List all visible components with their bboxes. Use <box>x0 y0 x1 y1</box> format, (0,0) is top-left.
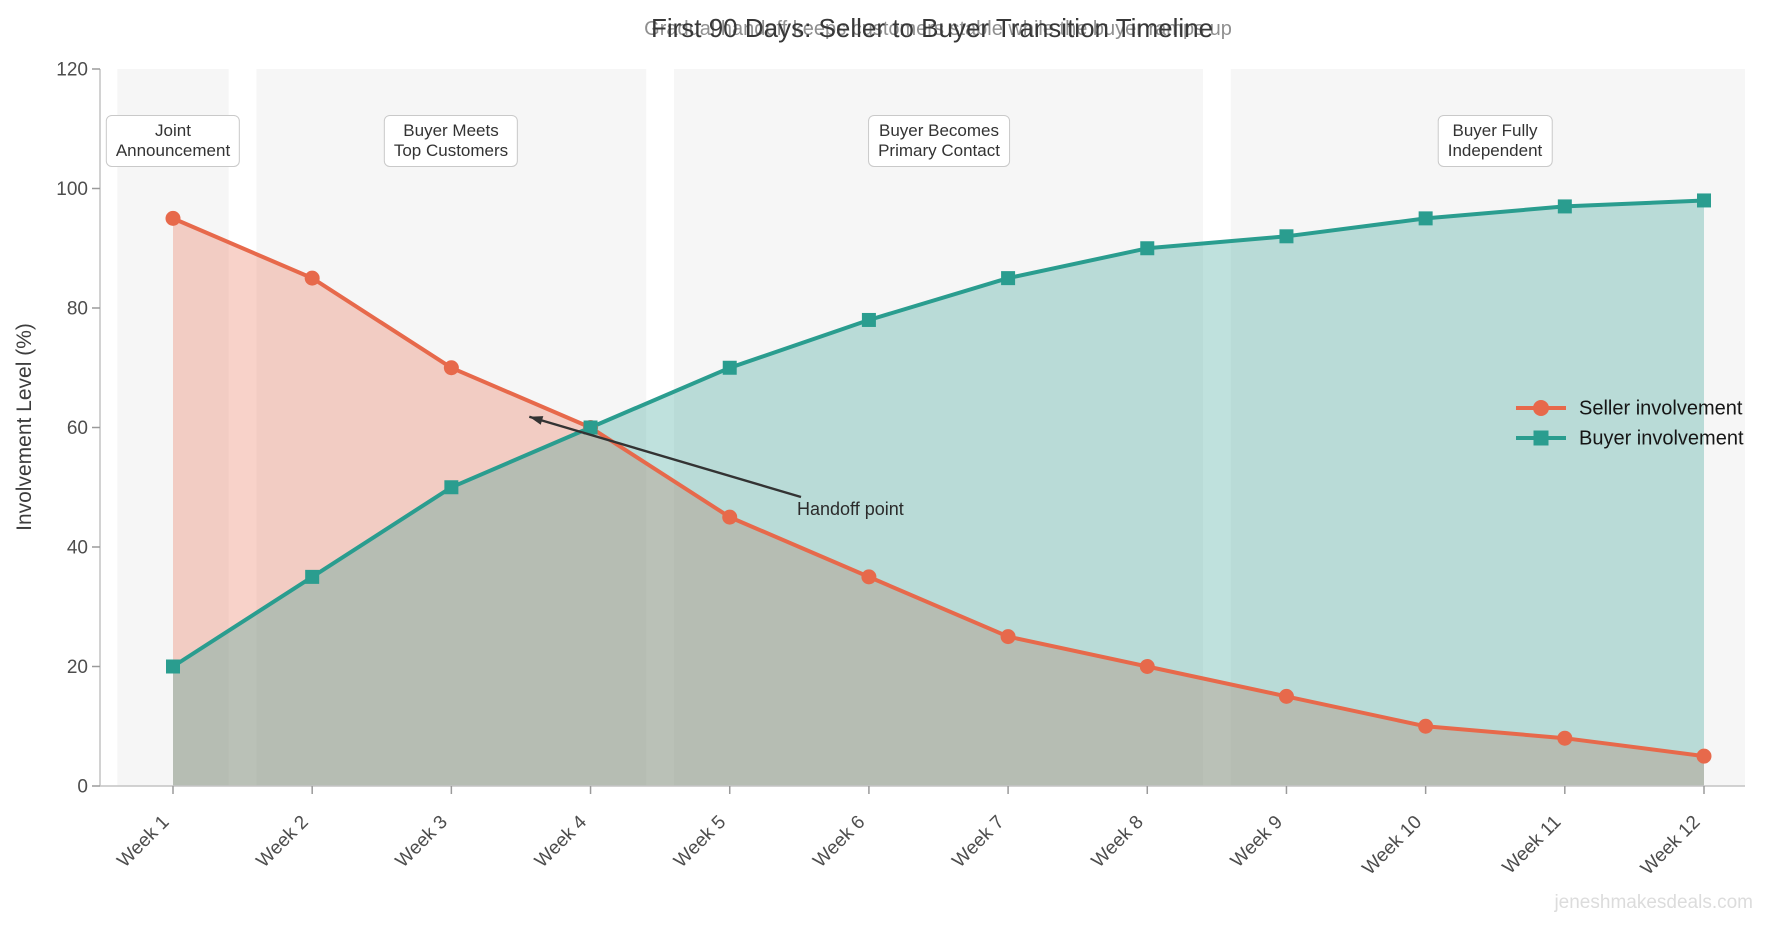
handoff-arrow-head <box>529 416 544 425</box>
buyer-point-marker <box>1279 229 1294 244</box>
seller-point-marker <box>1418 718 1434 734</box>
x-tick-label: Week 10 <box>1359 812 1427 880</box>
y-axis-label: Involvement Level (%) <box>13 323 36 531</box>
seller-point-marker <box>1278 688 1294 704</box>
y-tick-label: 60 <box>67 418 88 439</box>
legend-label: Seller involvement <box>1579 398 1743 420</box>
x-tick-label: Week 7 <box>948 812 1008 872</box>
phase-band <box>674 69 1203 786</box>
phase-band <box>256 69 647 786</box>
x-tick-label: Week 12 <box>1637 812 1705 880</box>
seller-area-fill <box>173 218 1704 786</box>
seller-point-marker <box>1139 659 1155 674</box>
buyer-point-marker <box>1140 241 1155 256</box>
handoff-arrow <box>528 415 802 499</box>
seller-point-marker <box>861 569 877 585</box>
seller-line <box>171 216 1706 759</box>
chart-subtitle: Gradual handoff keeps customers stable w… <box>644 18 1232 40</box>
x-tick-label: Week 2 <box>253 812 313 872</box>
handoff-annotation-label: Handoff point <box>797 499 904 519</box>
x-tick-label: Week 5 <box>670 812 730 872</box>
x-tick-label: Week 8 <box>1088 812 1148 872</box>
buyer-point-marker <box>444 480 459 495</box>
legend-label: Buyer involvement <box>1579 428 1744 450</box>
buyer-point-marker <box>1557 199 1572 214</box>
seller-point-marker <box>443 360 459 376</box>
phase-label: Buyer Meets Top Customers <box>383 114 519 168</box>
phase-band <box>1230 69 1745 786</box>
y-tick-label: 20 <box>67 657 88 678</box>
buyer-point-marker <box>166 659 180 674</box>
buyer-point-marker <box>1001 271 1016 286</box>
phase-label: Buyer Becomes Primary Contact <box>868 114 1010 168</box>
y-tick-label: 0 <box>77 777 88 798</box>
buyer-area-fill <box>173 200 1704 786</box>
x-tick-label: Week 4 <box>531 811 591 871</box>
y-tick-label: 40 <box>67 538 88 559</box>
buyer-point-marker <box>861 312 876 327</box>
x-tick-label: Week 9 <box>1227 812 1287 872</box>
buyer-point-marker <box>305 569 320 584</box>
y-tick-label: 100 <box>56 179 88 200</box>
x-tick-label: Week 6 <box>809 812 869 872</box>
legend-swatch-marker <box>1533 400 1549 416</box>
x-tick-label: Week 11 <box>1499 812 1566 879</box>
seller-point-marker <box>304 270 320 286</box>
seller-point-marker <box>1000 629 1016 645</box>
phase-label: Joint Announcement <box>105 114 241 168</box>
x-tick-label: Week 1 <box>113 812 173 872</box>
seller-point-marker <box>1696 748 1712 764</box>
phase-label: Buyer Fully Independent <box>1437 114 1553 168</box>
y-tick-label: 120 <box>56 60 88 81</box>
seller-point-marker <box>722 509 738 525</box>
seller-point-marker <box>165 210 181 226</box>
x-tick-label: Week 3 <box>392 812 452 872</box>
chart-title: First 90 Days: Seller to Buyer Transitio… <box>650 13 1214 43</box>
buyer-point-marker <box>1418 211 1433 226</box>
watermark: jeneshmakesdeals.com <box>1554 892 1753 913</box>
buyer-point-marker <box>1697 193 1711 208</box>
buyer-point-marker <box>722 360 737 375</box>
legend-swatch-marker <box>1533 430 1549 446</box>
y-tick-label: 80 <box>67 299 88 320</box>
buyer-point-marker <box>583 420 598 435</box>
buyer-line <box>171 198 1706 669</box>
seller-point-marker <box>1557 730 1573 746</box>
